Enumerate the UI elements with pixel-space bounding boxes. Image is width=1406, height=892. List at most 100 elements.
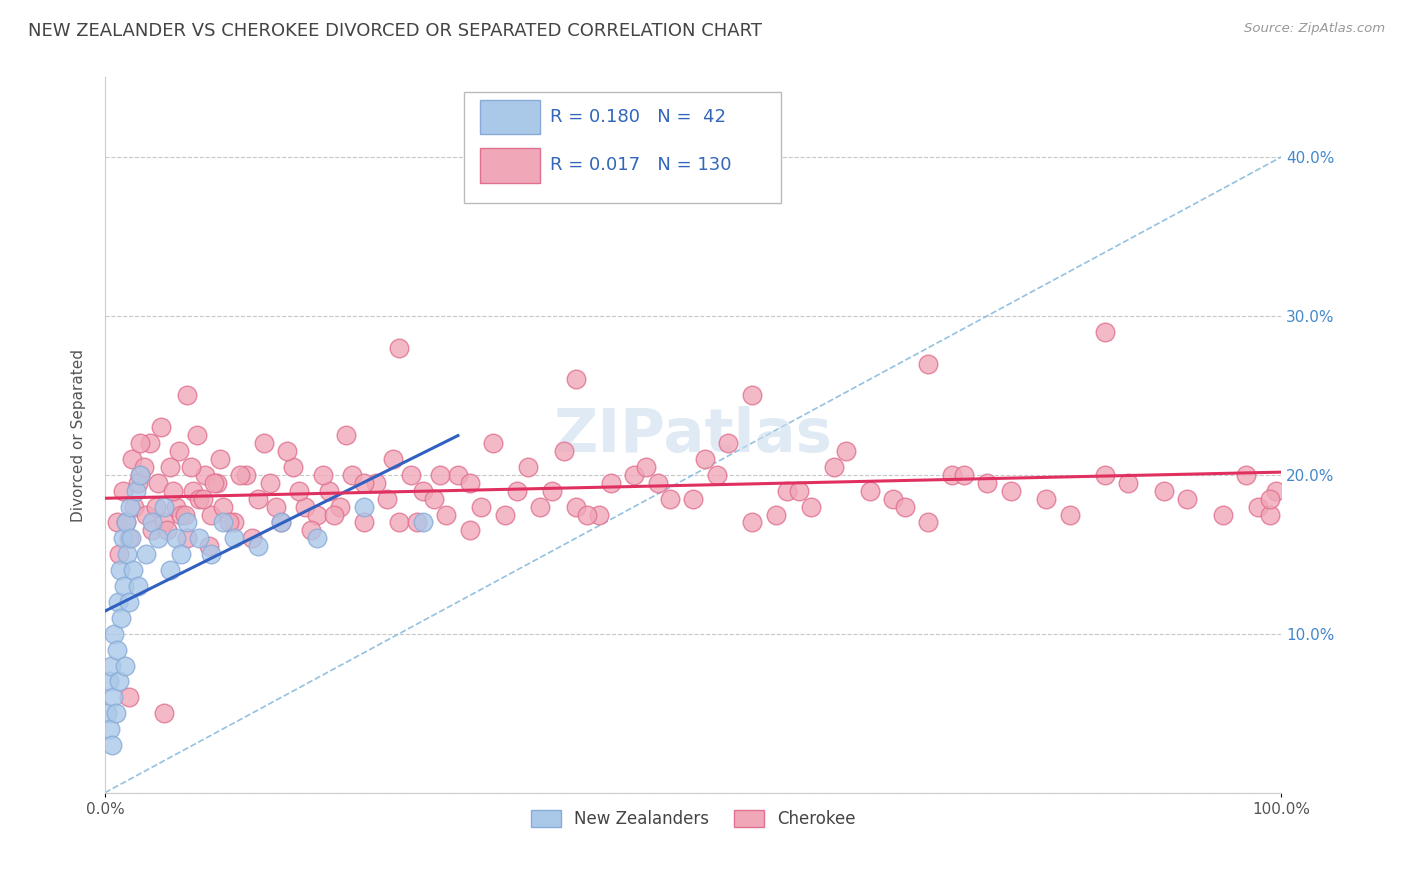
- Point: [311, 467, 333, 482]
- Point: [494, 508, 516, 522]
- Point: [741, 516, 763, 530]
- Point: [682, 491, 704, 506]
- Point: [170, 547, 193, 561]
- Point: [138, 436, 160, 450]
- Point: [114, 658, 136, 673]
- Point: [120, 532, 142, 546]
- Point: [165, 532, 187, 546]
- Point: [564, 372, 586, 386]
- Point: [647, 475, 669, 490]
- Point: [1258, 508, 1281, 522]
- Point: [188, 491, 211, 506]
- Point: [209, 451, 232, 466]
- Point: [335, 428, 357, 442]
- Point: [176, 516, 198, 530]
- Point: [200, 508, 222, 522]
- Point: [117, 532, 139, 546]
- Point: [1094, 467, 1116, 482]
- Point: [98, 722, 121, 736]
- Point: [412, 483, 434, 498]
- Point: [399, 467, 422, 482]
- Text: R = 0.017   N = 130: R = 0.017 N = 130: [550, 156, 731, 175]
- Point: [117, 595, 139, 609]
- Point: [429, 467, 451, 482]
- Point: [174, 508, 197, 522]
- Point: [176, 532, 198, 546]
- Point: [246, 539, 269, 553]
- Point: [636, 459, 658, 474]
- Point: [110, 563, 132, 577]
- Point: [541, 483, 564, 498]
- Point: [107, 595, 129, 609]
- Point: [186, 428, 208, 442]
- Point: [122, 563, 145, 577]
- Point: [447, 467, 470, 482]
- Point: [115, 516, 138, 530]
- Point: [917, 516, 939, 530]
- Text: Source: ZipAtlas.com: Source: ZipAtlas.com: [1244, 22, 1385, 36]
- Point: [194, 467, 217, 482]
- FancyBboxPatch shape: [481, 100, 540, 134]
- Point: [127, 579, 149, 593]
- Point: [118, 500, 141, 514]
- Point: [859, 483, 882, 498]
- Point: [110, 611, 132, 625]
- Point: [200, 547, 222, 561]
- Point: [776, 483, 799, 498]
- Point: [976, 475, 998, 490]
- Point: [211, 500, 233, 514]
- Point: [434, 508, 457, 522]
- Point: [117, 547, 139, 561]
- Point: [153, 516, 176, 530]
- Point: [294, 500, 316, 514]
- Point: [599, 475, 621, 490]
- Point: [588, 508, 610, 522]
- Point: [146, 532, 169, 546]
- Point: [270, 516, 292, 530]
- Point: [458, 475, 481, 490]
- Point: [121, 451, 143, 466]
- Point: [765, 508, 787, 522]
- Point: [117, 690, 139, 705]
- Point: [353, 516, 375, 530]
- Point: [141, 516, 163, 530]
- Point: [299, 524, 322, 538]
- Point: [482, 436, 505, 450]
- Point: [1258, 491, 1281, 506]
- Point: [1094, 325, 1116, 339]
- Point: [623, 467, 645, 482]
- Point: [305, 532, 328, 546]
- Point: [246, 491, 269, 506]
- Point: [800, 500, 823, 514]
- Point: [141, 524, 163, 538]
- Point: [197, 539, 219, 553]
- Point: [218, 516, 240, 530]
- Point: [100, 658, 122, 673]
- Point: [146, 475, 169, 490]
- Point: [129, 467, 152, 482]
- Point: [111, 532, 134, 546]
- Point: [264, 500, 287, 514]
- Point: [135, 508, 157, 522]
- Point: [517, 459, 540, 474]
- Point: [205, 475, 228, 490]
- Point: [952, 467, 974, 482]
- Point: [101, 738, 124, 752]
- Point: [405, 516, 427, 530]
- Text: R = 0.180   N =  42: R = 0.180 N = 42: [550, 108, 725, 126]
- Point: [1035, 491, 1057, 506]
- Point: [108, 674, 131, 689]
- Point: [529, 500, 551, 514]
- Point: [270, 516, 292, 530]
- Point: [382, 451, 405, 466]
- Point: [741, 388, 763, 402]
- Point: [458, 524, 481, 538]
- Point: [159, 459, 181, 474]
- Point: [108, 547, 131, 561]
- Point: [717, 436, 740, 450]
- Point: [1059, 508, 1081, 522]
- Point: [181, 483, 204, 498]
- Point: [423, 491, 446, 506]
- Point: [162, 483, 184, 498]
- Point: [103, 690, 125, 705]
